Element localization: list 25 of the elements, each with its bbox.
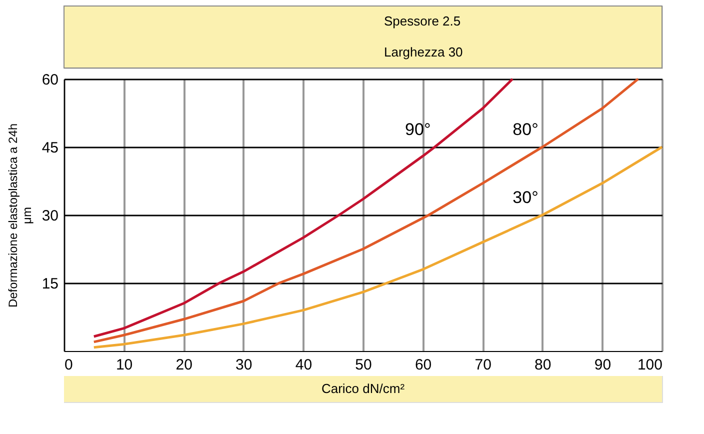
x-tick-label: 100 [637, 356, 662, 374]
x-tick-label: 30 [236, 356, 252, 374]
line-series [92, 78, 640, 344]
series-label: 80° [512, 120, 538, 139]
y-tick-label: 60 [42, 72, 58, 88]
x-tick-label: 90 [594, 356, 612, 374]
y-tick-label: 15 [42, 276, 58, 292]
x-axis-title: Carico dN/cm² [321, 381, 406, 396]
text: Larghezza 30 [384, 44, 463, 60]
line-series [92, 78, 514, 338]
text: Spessore 2.5 [384, 14, 461, 28]
x-tick-label: 60 [414, 356, 432, 374]
x-tick-label: 40 [295, 356, 312, 374]
x-tick-label: 70 [474, 356, 492, 374]
series-label: 90° [405, 120, 431, 139]
y-tick-label: 30 [42, 208, 58, 224]
x-tick-label: 50 [355, 356, 372, 374]
y-axis-title: Deformazione elastoplastica a 24h μm [6, 123, 34, 308]
x-tick-label: 0 [64, 356, 73, 374]
y-tick-label: 45 [42, 140, 58, 156]
series-label: 30° [512, 188, 538, 207]
x-tick-label: 20 [176, 356, 192, 374]
x-tick-label: 80 [534, 356, 552, 374]
line-series [92, 146, 664, 349]
x-tick-label: 10 [116, 356, 133, 374]
